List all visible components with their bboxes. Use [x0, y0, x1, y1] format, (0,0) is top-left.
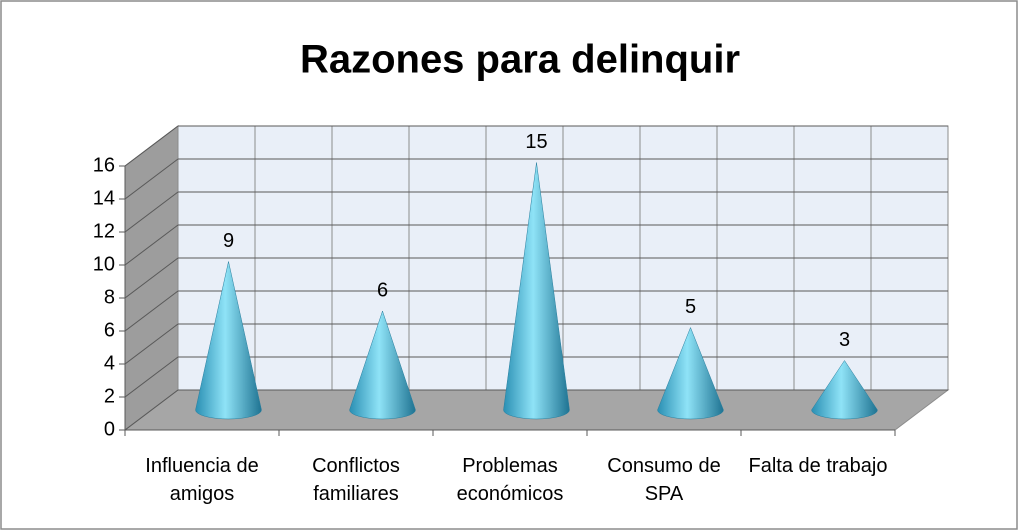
chart-title: Razones para delinquir — [300, 38, 740, 82]
value-label: 15 — [525, 131, 547, 153]
y-tick-label: 16 — [93, 154, 115, 176]
y-tick-label: 10 — [93, 253, 115, 275]
value-label: 6 — [377, 279, 388, 301]
grid-line — [124, 356, 179, 398]
x-tick-label: Falta de trabajo — [748, 455, 888, 477]
grid-line — [124, 389, 179, 431]
value-label: 3 — [839, 329, 850, 351]
y-tick-label: 4 — [104, 352, 115, 374]
value-label: 9 — [223, 230, 234, 252]
cone — [657, 326, 724, 420]
y-tick-label: 6 — [104, 319, 115, 341]
cone — [811, 360, 878, 420]
y-tick-label: 2 — [104, 385, 115, 407]
y-tick-label: 0 — [104, 418, 115, 440]
grid-line — [124, 125, 179, 167]
y-tick-label: 14 — [93, 187, 115, 209]
x-tick-label: Conflictos familiares — [312, 455, 400, 505]
x-tick-label: Influencia de amigos — [145, 455, 259, 505]
cone — [349, 310, 416, 420]
cone — [195, 261, 262, 420]
grid-line — [124, 158, 179, 200]
x-tick-label: Problemas económicos — [456, 455, 564, 505]
y-tick-label: 12 — [93, 220, 115, 242]
cone — [503, 162, 570, 420]
grid-line — [124, 191, 179, 233]
value-label: 5 — [685, 296, 696, 318]
grid-line — [124, 323, 179, 365]
grid-line — [124, 257, 179, 299]
x-tick-label: Consumo de SPA — [607, 455, 721, 505]
grid-line — [124, 224, 179, 266]
y-tick-label: 8 — [104, 286, 115, 308]
grid-line — [124, 290, 179, 332]
